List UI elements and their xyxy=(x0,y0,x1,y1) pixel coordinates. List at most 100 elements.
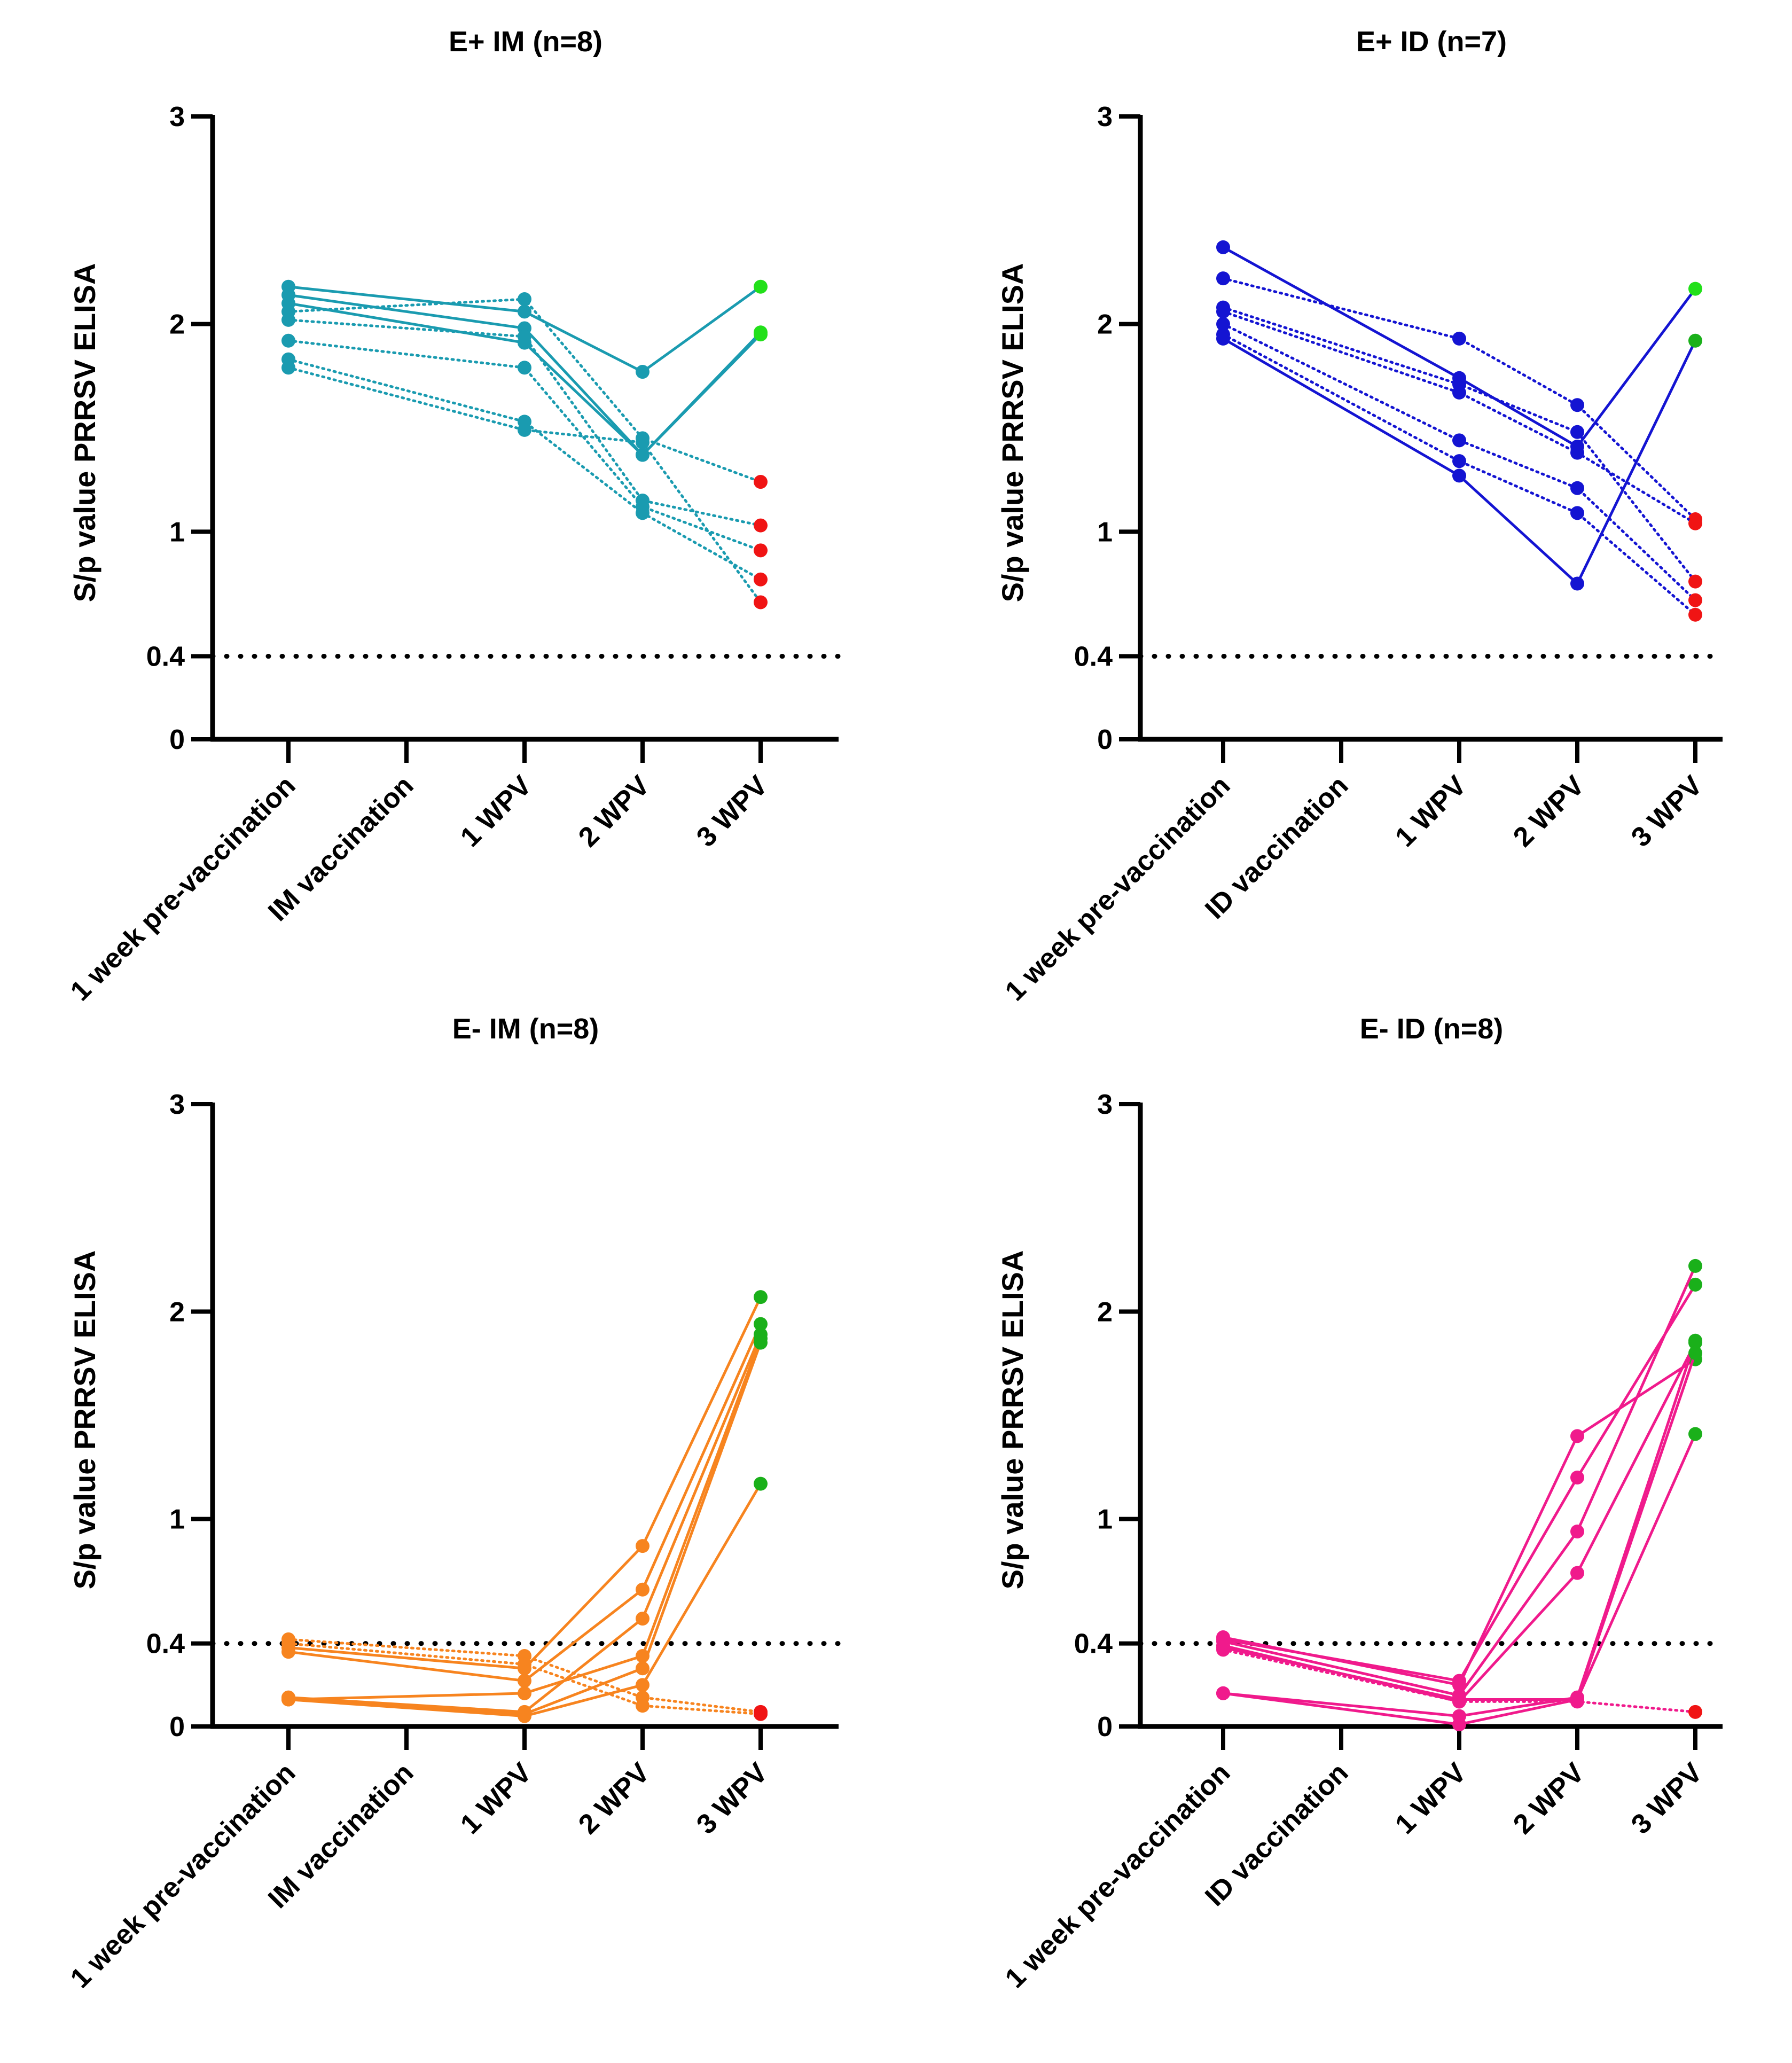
series-8 xyxy=(1216,1643,1702,1719)
y-tick-label: 3 xyxy=(169,101,185,132)
series-line xyxy=(1223,1358,1696,1686)
y-tick-label: 3 xyxy=(169,1089,185,1120)
series-6 xyxy=(281,333,768,558)
series-line xyxy=(1222,246,1697,448)
data-point xyxy=(754,1476,768,1491)
series-6 xyxy=(281,1476,768,1723)
data-point xyxy=(1688,607,1702,622)
x-tick-label: 3 WPV xyxy=(691,1757,774,1840)
data-point xyxy=(1688,1333,1702,1348)
data-point xyxy=(281,1636,295,1651)
y-axis-label: S/p value PRRSV ELISA xyxy=(996,1251,1029,1590)
y-tick-label: 3 xyxy=(1097,101,1113,132)
series-line xyxy=(1223,1284,1697,1683)
data-point xyxy=(1570,446,1584,460)
data-point xyxy=(636,448,649,462)
series-8 xyxy=(281,361,768,609)
series-2 xyxy=(1216,1277,1702,1688)
data-point xyxy=(754,1707,768,1721)
data-point xyxy=(1570,398,1584,412)
series-line xyxy=(1223,1353,1697,1701)
data-point xyxy=(518,1674,531,1688)
data-point xyxy=(1452,331,1466,346)
data-point xyxy=(281,312,295,327)
data-point xyxy=(1452,1694,1466,1709)
series-line xyxy=(1223,1265,1697,1697)
data-point xyxy=(518,1657,531,1671)
data-point xyxy=(1688,333,1702,348)
x-tick-label: 1 WPV xyxy=(455,1757,538,1840)
data-point xyxy=(754,595,768,609)
y-tick-label: 0.4 xyxy=(146,1629,185,1660)
data-point xyxy=(518,304,531,319)
data-point xyxy=(754,1290,768,1304)
x-tick-label: 1 week pre-vaccination xyxy=(65,770,302,1007)
data-point xyxy=(1570,425,1584,439)
y-tick-label: 2 xyxy=(169,1296,185,1327)
data-point xyxy=(1452,1674,1466,1688)
y-tick-label: 1 xyxy=(1097,517,1113,548)
chart-panel-4: E- ID (n=8) S/p value PRRSV ELISA 0 0.4 1 2 3 1… xyxy=(996,1013,1725,1994)
data-point xyxy=(1216,271,1230,286)
series-line xyxy=(1223,1433,1697,1726)
series-line xyxy=(1222,277,1697,521)
y-tick-label: 2 xyxy=(1097,309,1113,340)
x-tick-label: 1 WPV xyxy=(1389,770,1473,853)
x-tick-label: 2 WPV xyxy=(1507,1757,1591,1840)
y-axis-label: S/p value PRRSV ELISA xyxy=(68,1251,101,1590)
data-point xyxy=(636,1539,649,1553)
y-tick-label: 0.4 xyxy=(1074,642,1113,673)
data-point xyxy=(636,1612,649,1626)
data-point xyxy=(1570,506,1584,520)
y-tick-label: 0.4 xyxy=(146,642,185,673)
series-4 xyxy=(281,292,768,489)
series-7 xyxy=(281,352,768,587)
data-point xyxy=(754,327,768,342)
data-point xyxy=(1216,317,1230,331)
chart-title: E- IM (n=8) xyxy=(452,1013,599,1045)
data-point xyxy=(518,292,531,307)
data-point xyxy=(1216,1686,1230,1700)
data-point xyxy=(518,1709,531,1723)
data-point xyxy=(1570,1429,1584,1443)
series-line xyxy=(1222,1648,1697,1714)
y-axis-label: S/p value PRRSV ELISA xyxy=(996,263,1029,603)
data-point xyxy=(636,1678,649,1692)
series-3 xyxy=(1216,1259,1702,1702)
data-point xyxy=(1452,468,1466,483)
x-tick-label: 1 week pre-vaccination xyxy=(999,1757,1237,1994)
data-point xyxy=(518,329,531,343)
series-2 xyxy=(281,1317,768,1688)
series-line xyxy=(287,358,762,581)
series-3 xyxy=(1216,271,1702,527)
data-point xyxy=(1452,1717,1466,1732)
data-point xyxy=(636,1661,649,1676)
x-tick-label: 3 WPV xyxy=(691,770,774,853)
x-tick-label: 3 WPV xyxy=(1625,1757,1709,1840)
data-point xyxy=(518,361,531,375)
series-line xyxy=(288,1334,762,1714)
data-point xyxy=(518,423,531,437)
series-line xyxy=(288,1296,762,1670)
series-line xyxy=(287,1642,762,1716)
data-point xyxy=(1452,433,1466,448)
y-tick-label: 3 xyxy=(1097,1089,1113,1120)
y-tick-label: 0 xyxy=(169,724,185,755)
data-point xyxy=(1570,1694,1584,1709)
data-point xyxy=(1570,576,1584,591)
series-line xyxy=(1222,310,1697,525)
series-line xyxy=(287,339,762,552)
data-point xyxy=(1688,1427,1702,1441)
series-line xyxy=(287,318,762,527)
data-point xyxy=(636,365,649,379)
data-point xyxy=(1216,1643,1230,1657)
series-line xyxy=(1222,333,1697,616)
data-point xyxy=(1688,516,1702,530)
data-point xyxy=(754,572,768,587)
y-tick-label: 2 xyxy=(1097,1296,1113,1327)
data-point xyxy=(754,518,768,533)
data-point xyxy=(1216,304,1230,319)
y-axis-label: S/p value PRRSV ELISA xyxy=(68,263,101,603)
series-line xyxy=(1222,323,1697,602)
data-point xyxy=(1570,1471,1584,1484)
